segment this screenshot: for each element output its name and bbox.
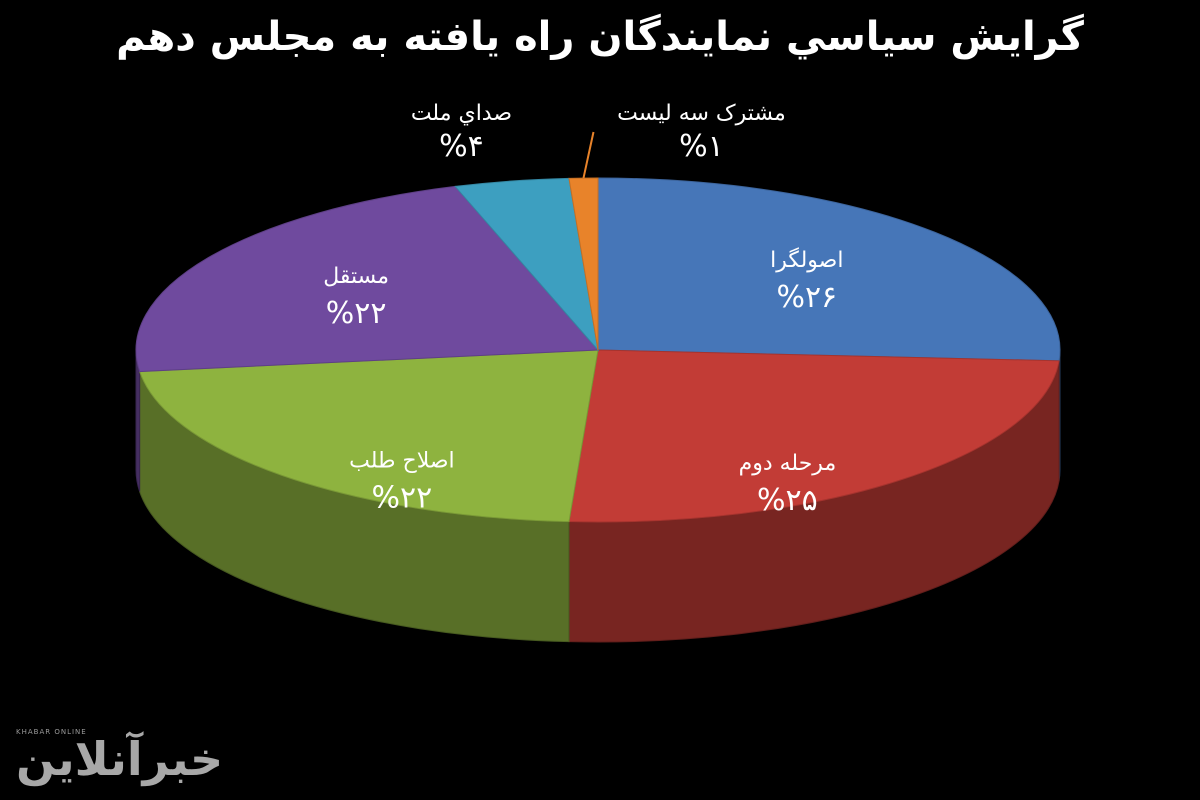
pie-slice-2 bbox=[568, 349, 1060, 523]
slice-value-3: %۲۲ bbox=[372, 481, 433, 516]
slice-label-2: مرحله دوم bbox=[739, 451, 837, 476]
slice-value-2: %۲۵ bbox=[757, 483, 818, 518]
watermark-brand-en: KHABAR ONLINE bbox=[16, 728, 87, 736]
watermark-logo-text: خبرآنلاین bbox=[16, 732, 224, 786]
pie-slice-1 bbox=[597, 177, 1061, 362]
slice-label-3: اصلاح طلب bbox=[349, 449, 455, 474]
slice-label-4: مستقل bbox=[323, 264, 389, 289]
watermark-logo: KHABAR ONLINE خبرآنلاین bbox=[16, 728, 223, 782]
slice-value-1: %۲۶ bbox=[776, 280, 837, 315]
pie-slice-3 bbox=[138, 349, 599, 523]
chart-title: گرايش سياسي نمايندگان راه يافته به مجلس … bbox=[116, 14, 1084, 60]
pie-slice-4 bbox=[135, 185, 600, 373]
slice-label-6: مشترک سه ليست bbox=[617, 101, 786, 126]
slice-value-4: %۲۲ bbox=[326, 296, 387, 331]
leader-line-6 bbox=[582, 131, 595, 179]
slice-label-5: صداي ملت bbox=[411, 101, 512, 126]
slice-label-1: اصولگرا bbox=[770, 247, 843, 273]
slice-value-5: %۴ bbox=[439, 129, 484, 164]
slice-value-6: %۱ bbox=[679, 129, 724, 164]
